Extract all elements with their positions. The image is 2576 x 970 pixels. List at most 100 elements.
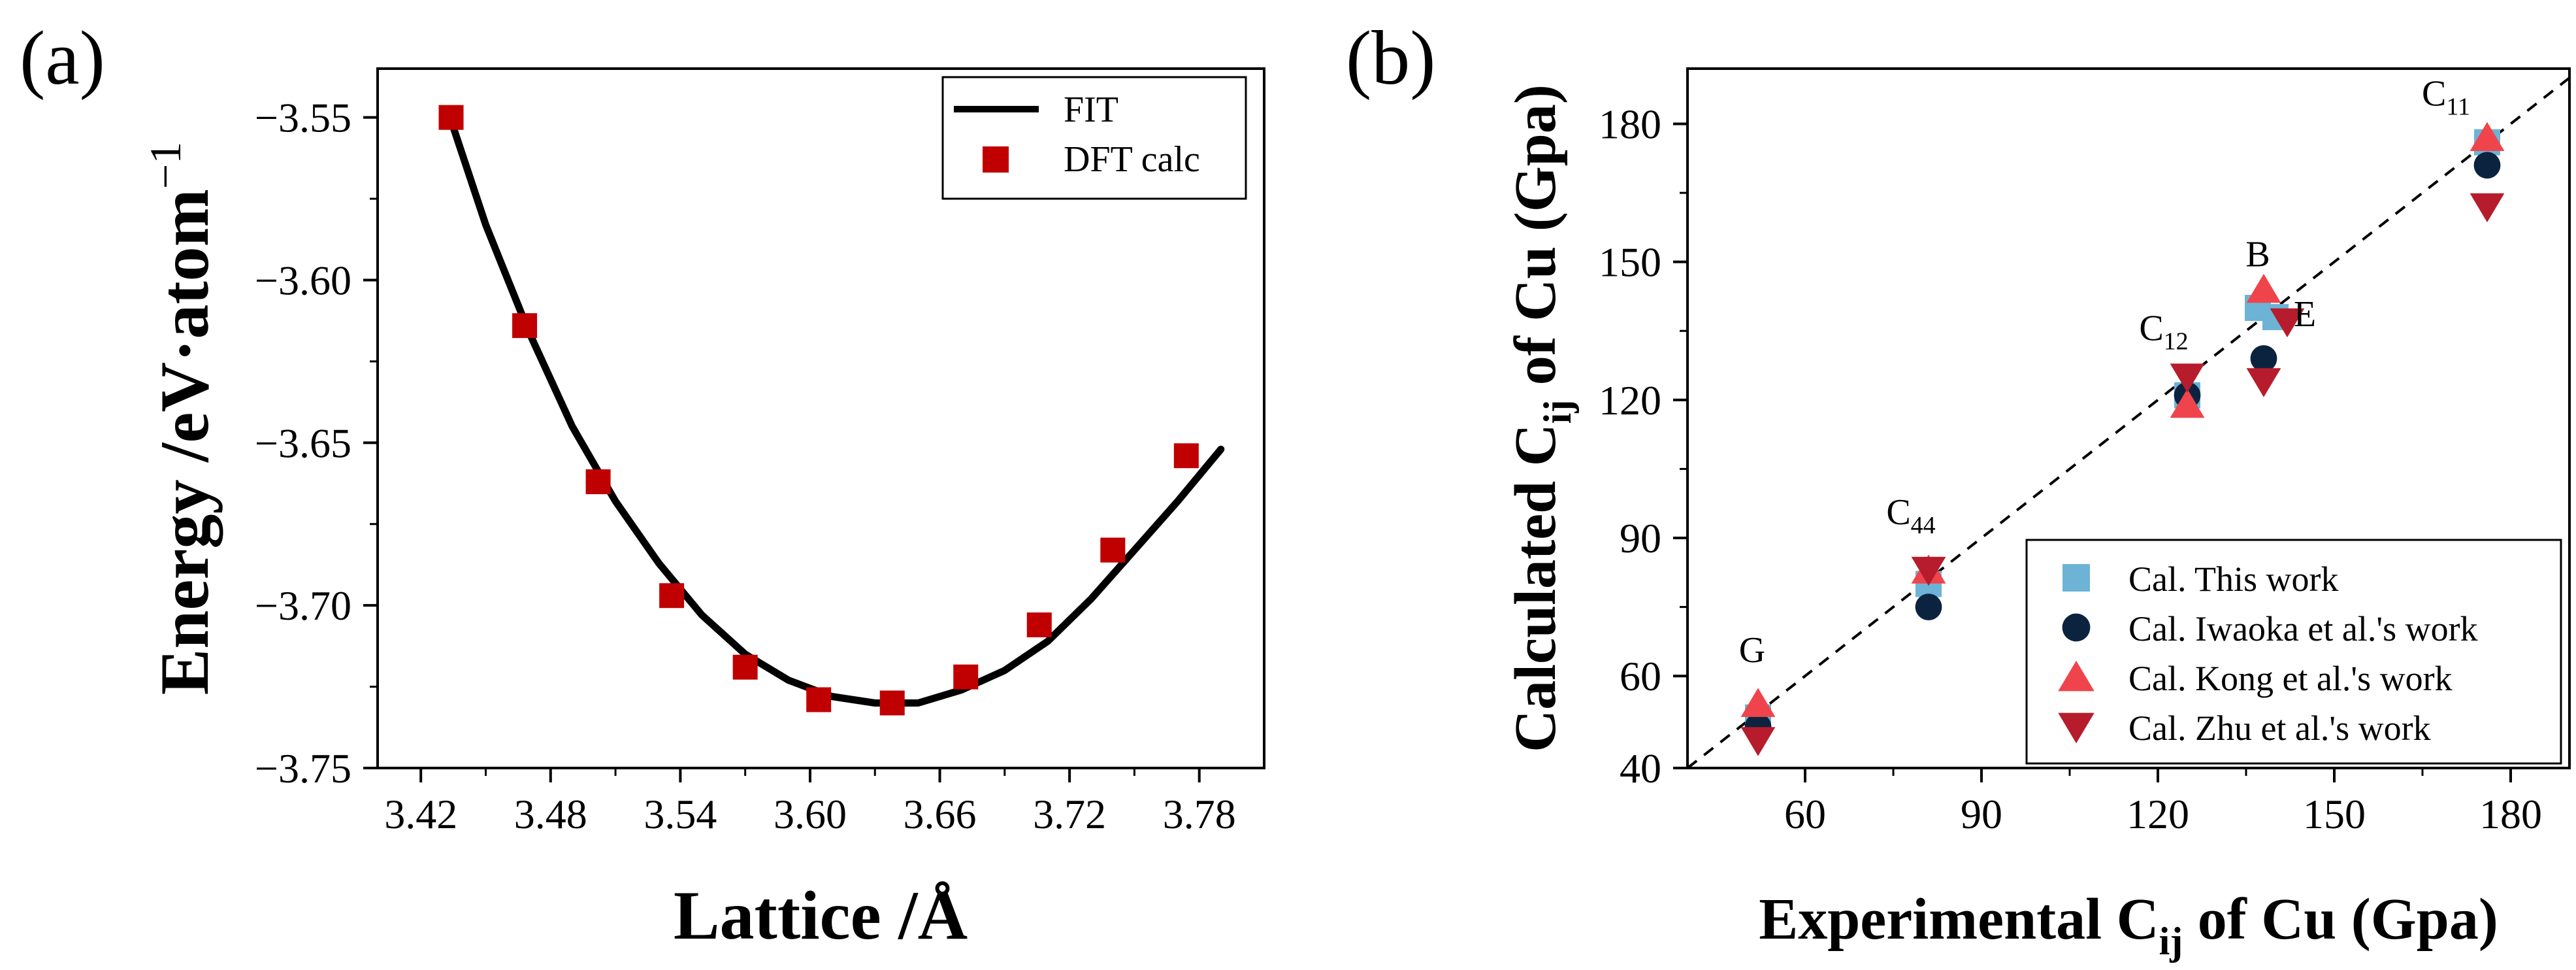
panel-a-y-tick-labels: −3.55 −3.60 −3.65 −3.70 −3.75 [255,95,351,792]
panel-b-point-series-4 [2270,308,2305,338]
panel-a-dft-point [438,105,464,130]
panel-b-point-series-2 [2250,345,2277,372]
panel-b-y-tick-label: 180 [1599,101,1661,147]
panel-b-x-label-tail: of Cu (Gpa) [2183,887,2498,952]
panel-b-label: (b) [1346,15,1436,101]
panel-a-x-tick-label: 3.42 [384,791,457,837]
panel-b-x-tick-label: 120 [2127,791,2189,837]
panel-b-point-series-4 [2246,368,2281,397]
panel-b-y-label-sub: ij [1536,400,1579,424]
panel-a-label: (a) [20,15,105,101]
panel-b-legend-marker-1 [2062,564,2090,592]
panel-a-y-label-main: Energy /eV·atom [146,189,223,695]
panel-a-y-tick-label: −3.65 [255,420,351,466]
panel-b-annotation: C12 [2139,308,2188,355]
panel-b-legend-marker-3 [2058,660,2095,692]
panel-b-x-tick-labels: 60 90 120 150 180 [1784,791,2542,837]
panel-a-fit-line [448,117,1225,707]
panel-b-x-label-main: Experimental C [1759,887,2159,952]
panel-b-y-tick-label: 90 [1620,515,1661,561]
panel-a-legend-box [941,76,1247,200]
panel-a: (a) 3.42 3.48 3.54 3.60 3.66 3.72 3.78 −3.55−3… [20,15,1265,954]
panel-b-legend-box [2025,539,2562,765]
panel-a-plot-frame [376,67,1265,769]
panel-b-legend-items: Cal. This work Cal. Iwaoka et al.'s work C… [2058,560,2478,748]
panel-b-x-tick-label: 90 [1961,791,2002,837]
panel-b-legend-label-2: Cal. Iwaoka et al.'s work [2128,609,2478,648]
panel-a-dft-point [953,664,979,690]
panel-a-legend-label-dft: DFT calc [1064,139,1200,180]
panel-b-point-series-4 [2470,193,2505,223]
panel-a-y-label-superscript: −1 [140,142,190,189]
panel-b-annotation: C44 [1886,492,1935,539]
panel-b-x-axis-label: Experimental Cij of Cu (Gpa) [1759,887,2498,963]
panel-b-x-label-sub: ij [2159,920,2183,963]
panel-a-dft-point [1173,443,1199,469]
panel-a-dft-point [879,690,905,716]
panel-a-x-tick-label: 3.54 [644,791,717,837]
panel-a-y-tick-label: −3.75 [255,745,351,792]
panel-a-x-tick-labels: 3.42 3.48 3.54 3.60 3.66 3.72 3.78 [384,791,1236,837]
panel-a-dft-point [732,654,758,680]
panel-a-dft-point [806,687,832,712]
panel-a-y-tick-label: −3.60 [255,257,351,303]
panel-b-y-label-main: Calculated C [1503,424,1568,752]
panel-a-legend-square-swatch [983,146,1009,173]
panel-a-legend: FIT DFT calc [941,76,1247,200]
panel-b-point-series-2 [2473,152,2501,179]
panel-a-dft-point [1100,537,1126,563]
panel-b-legend: Cal. This work Cal. Iwaoka et al.'s work C… [2025,539,2562,765]
panel-a-x-tick-label: 3.72 [1033,791,1106,837]
panel-b-annotation-main: C [2139,308,2163,348]
panel-b-annotation: C11 [2422,73,2470,120]
panel-b-point-series-3 [2470,122,2505,151]
panel-b-point-series-2 [1915,594,1942,621]
panel-b-annotation: G [1739,630,1765,671]
panel-b-annotation-main: E [2294,294,2316,335]
panel-b-x-tick-label: 150 [2303,791,2366,837]
panel-b-annotation-sub: 11 [2446,93,2470,120]
panel-b-legend-marker-4 [2058,712,2095,744]
panel-b-x-tick-label: 180 [2479,791,2542,837]
panel-a-x-tick-label: 3.60 [774,791,847,837]
panel-a-dft-point [659,583,685,609]
panel-a-x-axis-label: Lattice /Å [674,877,968,954]
panel-b-y-tick-label: 150 [1599,239,1661,286]
panel-b-y-tick-label: 40 [1620,745,1661,792]
panel-a-y-axis-label: Energy /eV·atom−1 [140,142,223,695]
panel-b-annotation: E [2294,294,2316,335]
panel-a-dft-point [585,469,611,495]
panel-a-x-tick-label: 3.78 [1163,791,1236,837]
panel-b-y-label-tail: of Cu (Gpa) [1503,84,1568,400]
panel-b-annotation-sub: 44 [1911,512,1936,539]
panel-b-legend-label-1: Cal. This work [2128,560,2339,599]
panel-a-x-tick-label: 3.48 [514,791,587,837]
panel-b-legend-label-3: Cal. Kong et al.'s work [2128,659,2453,698]
panel-b-y-tick-label: 60 [1620,653,1661,699]
panel-a-dft-point [1026,612,1052,638]
panel-a-y-tick-label: −3.70 [255,582,351,629]
panel-b-annotation-main: C [2422,73,2446,114]
panel-b-y-tick-label: 120 [1599,377,1661,424]
panel-b-point-series-4 [1911,556,1946,586]
panel-b-annotation-main: G [1739,630,1765,671]
panel-a-y-tick-label: −3.55 [255,95,351,141]
panel-a-legend-label-fit: FIT [1064,90,1118,130]
panel-a-dft-point [512,313,538,339]
panel-a-ticks [363,116,1201,782]
panel-b-annotation-sub: 12 [2164,327,2189,355]
panel-b-point-series-4 [2170,363,2205,393]
panel-b-y-tick-labels: 40 60 90 120 150 180 [1599,101,1661,792]
panel-a-x-tick-label: 3.66 [904,791,977,837]
panel-b-ticks [1673,122,2512,782]
panel-b-point-series-3 [1740,688,1776,717]
panel-b-annotation-main: B [2245,235,2270,275]
panel-b-legend-marker-2 [2062,613,2091,642]
panel-b-point-series-3 [2170,388,2205,418]
panel-b-series [1740,122,2505,756]
panel-b-y-axis-label: Calculated Cij of Cu (Gpa) [1503,84,1579,752]
panel-b-annotation: B [2245,235,2270,275]
